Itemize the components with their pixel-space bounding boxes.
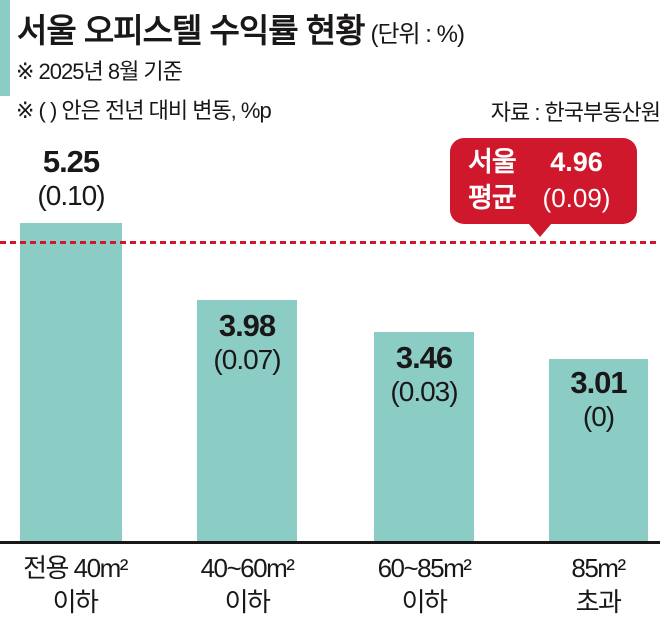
x-axis-label: 85m² 초과 — [571, 553, 626, 617]
data-source: 자료 : 한국부동산원 — [490, 100, 660, 125]
chart-bar — [20, 223, 122, 541]
badge-change: (0.09) — [542, 183, 611, 213]
note-change-explainer: ※ ( ) 안은 전년 대비 변동, %p — [16, 98, 272, 123]
header: 서울 오피스텔 수익률 현황 (단위 : %) — [17, 4, 465, 52]
bar-value-label: 3.01 (0) — [549, 366, 648, 433]
note-basis-date: ※ 2025년 8월 기준 — [16, 59, 183, 84]
bar-change: (0) — [582, 401, 615, 432]
chart-bar — [197, 300, 297, 541]
bar-change: (0.10) — [37, 180, 105, 211]
average-reference-line — [0, 241, 660, 244]
seoul-average-badge: 서울 4.96 평균 (0.09) — [450, 138, 637, 237]
bar-change: (0.07) — [213, 344, 281, 375]
badge-label-line1: 서울 — [468, 147, 517, 177]
bar-value-label: 5.25 (0.10) — [20, 145, 122, 212]
badge-value: 4.96 — [550, 147, 603, 177]
chart-bar — [374, 332, 474, 541]
title-accent-bar — [0, 0, 10, 96]
bar-value: 3.01 — [570, 365, 627, 400]
bar-value: 3.46 — [395, 340, 453, 375]
bar-value: 3.98 — [218, 308, 276, 343]
x-axis-label: 전용 40m² 이하 — [23, 553, 128, 617]
bar-value-label: 3.46 (0.03) — [374, 341, 474, 408]
badge-label-line2: 평균 — [468, 183, 517, 213]
bar-value-label: 3.98 (0.07) — [197, 309, 297, 376]
unit-note: (단위 : %) — [370, 21, 464, 48]
x-axis-line — [0, 541, 660, 544]
bar-value: 5.25 — [42, 144, 100, 179]
badge-pointer-tail — [528, 223, 552, 237]
x-axis-label: 40~60m² 이하 — [200, 553, 295, 617]
chart-bar — [549, 359, 648, 541]
x-axis-label: 60~85m² 이하 — [377, 553, 472, 617]
bar-change: (0.03) — [390, 376, 458, 407]
page-title: 서울 오피스텔 수익률 현황 — [17, 12, 365, 49]
